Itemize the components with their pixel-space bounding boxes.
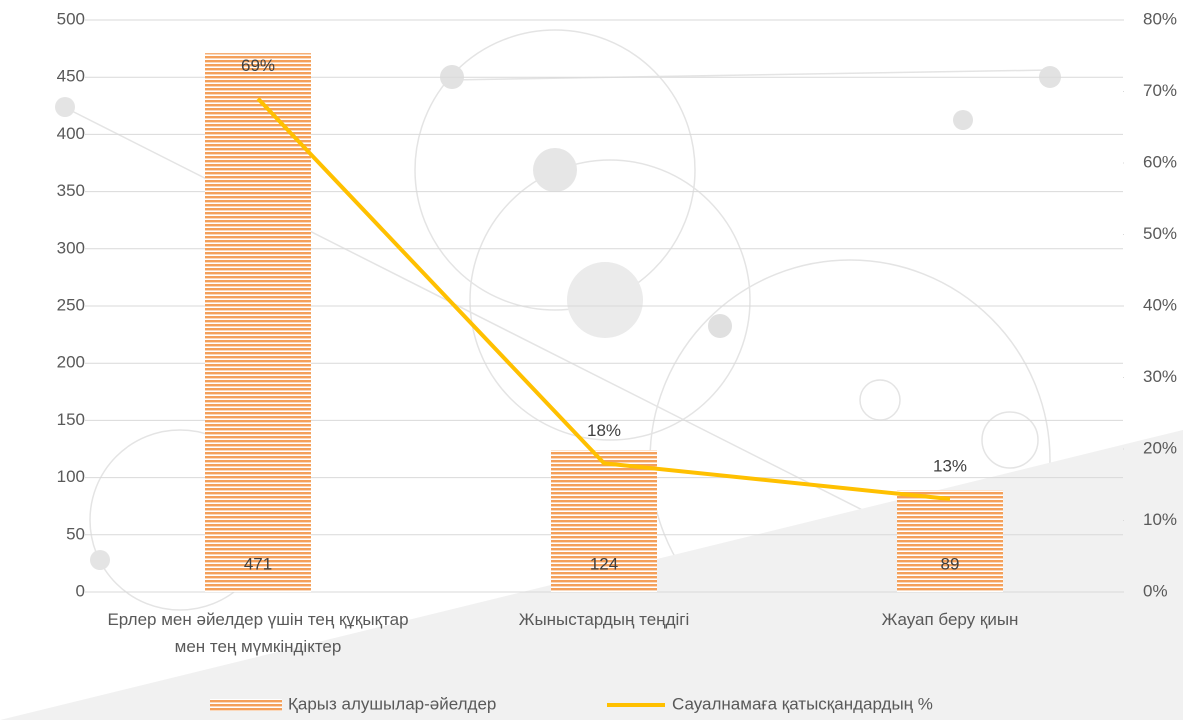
- x-tick-label: Ерлер мен әйелдер үшін тең құқықтар мен …: [107, 610, 409, 656]
- line: [256, 97, 951, 502]
- y2-tick-label: 30%: [1143, 367, 1177, 386]
- y-tick-label: 250: [57, 295, 85, 314]
- y-tick-label: 450: [57, 67, 85, 86]
- bar-value-label: 124: [590, 554, 618, 573]
- bar-value-label: 89: [941, 554, 960, 573]
- x-tick-label: Жыныстардың теңдігі: [518, 610, 690, 629]
- y-tick-label: 300: [57, 238, 85, 257]
- y-tick-label: 200: [57, 353, 85, 372]
- y2-tick-label: 40%: [1143, 295, 1177, 314]
- bar: [205, 53, 311, 592]
- legend-label: Сауалнамаға қатысқандардың %: [672, 694, 933, 713]
- y2-tick-label: 10%: [1143, 510, 1177, 529]
- y-tick-label: 400: [57, 124, 85, 143]
- y2-tick-label: 60%: [1143, 152, 1177, 171]
- y-tick-label: 50: [66, 524, 85, 543]
- y2-tick-label: 20%: [1143, 438, 1177, 457]
- y-tick-label: 100: [57, 467, 85, 486]
- y-tick-label: 0: [76, 581, 85, 600]
- bar-value-label: 471: [244, 554, 272, 573]
- y2-tick-label: 0%: [1143, 581, 1168, 600]
- y-tick-label: 500: [57, 9, 85, 28]
- line-value-label: 18%: [587, 421, 621, 440]
- bar: [897, 490, 1003, 592]
- legend-swatch: [210, 699, 282, 711]
- y2-tick-label: 80%: [1143, 9, 1177, 28]
- x-tick-label: Жауап беру қиын: [881, 610, 1019, 629]
- y2-tick-label: 50%: [1143, 224, 1177, 243]
- line-value-label: 69%: [241, 56, 275, 75]
- line-value-label: 13%: [933, 457, 967, 476]
- legend-label: Қарыз алушылар-әйелдер: [288, 694, 496, 713]
- y2-tick-label: 70%: [1143, 81, 1177, 100]
- y-tick-label: 150: [57, 410, 85, 429]
- bar: [551, 450, 657, 592]
- y-tick-label: 350: [57, 181, 85, 200]
